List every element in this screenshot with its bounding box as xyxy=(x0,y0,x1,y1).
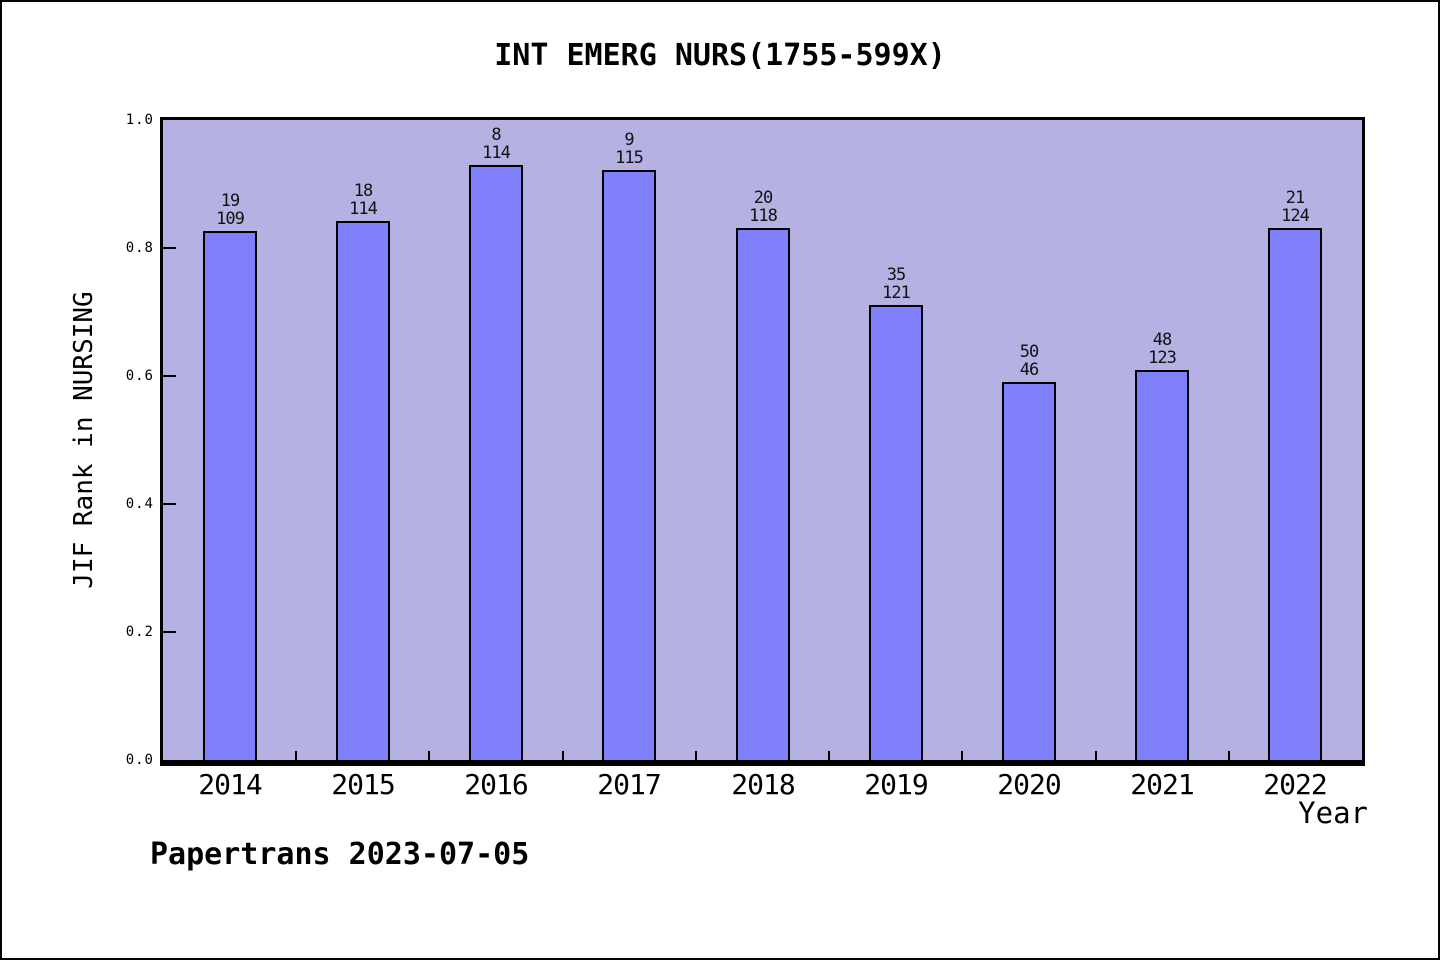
bar-2019 xyxy=(869,305,923,760)
bar-total-value: 114 xyxy=(349,199,378,219)
x-tick-label-2015: 2015 xyxy=(331,768,395,801)
bar-total-value: 46 xyxy=(1019,360,1039,380)
bar-value-label-2021: 48 123 xyxy=(1102,331,1222,367)
bar-value-label-2016: 8 114 xyxy=(436,126,556,162)
x-minor-tick xyxy=(295,751,297,760)
bar-value-label-2022: 21 124 xyxy=(1235,189,1355,225)
y-tick-line xyxy=(163,503,176,505)
y-axis-title: JIF Rank in NURSING xyxy=(69,291,99,589)
bar-rank-value: 8 xyxy=(491,125,501,145)
bar-total-value: 115 xyxy=(615,148,644,168)
chart-title: INT EMERG NURS(1755-599X) xyxy=(494,38,946,73)
bar-total-value: 124 xyxy=(1281,206,1310,226)
bar-2018 xyxy=(736,228,790,760)
bar-2015 xyxy=(336,221,390,760)
x-tick-label-2017: 2017 xyxy=(597,768,661,801)
y-tick-label-0.4: 0.4 xyxy=(125,496,154,512)
x-tick-label-2019: 2019 xyxy=(864,768,928,801)
x-minor-tick xyxy=(1095,751,1097,760)
bar-value-label-2020: 50 46 xyxy=(969,343,1089,379)
bar-total-value: 123 xyxy=(1148,348,1177,368)
bar-total-value: 118 xyxy=(749,206,778,226)
x-minor-tick xyxy=(428,751,430,760)
bar-rank-value: 48 xyxy=(1152,330,1172,350)
bar-rank-value: 20 xyxy=(753,188,773,208)
x-tick-label-2018: 2018 xyxy=(731,768,795,801)
footer-watermark: Papertrans 2023-07-05 xyxy=(150,837,530,872)
y-tick-label-0.8: 0.8 xyxy=(125,240,154,256)
x-minor-tick xyxy=(1228,751,1230,760)
bar-value-label-2019: 35 121 xyxy=(836,266,956,302)
bar-2016 xyxy=(469,165,523,760)
x-minor-tick xyxy=(828,751,830,760)
bar-2022 xyxy=(1268,228,1322,760)
x-tick-label-2014: 2014 xyxy=(198,768,262,801)
bar-2021 xyxy=(1135,370,1189,760)
bar-value-label-2014: 19 109 xyxy=(170,192,290,228)
x-axis-title: Year xyxy=(1298,796,1368,830)
bar-2020 xyxy=(1002,382,1056,760)
bar-total-value: 109 xyxy=(216,209,245,229)
bar-rank-value: 50 xyxy=(1019,342,1039,362)
y-tick-label-1.0: 1.0 xyxy=(125,112,154,128)
bar-value-label-2017: 9 115 xyxy=(569,131,689,167)
y-tick-line xyxy=(163,375,176,377)
y-tick-line xyxy=(163,247,176,249)
bar-2017 xyxy=(602,170,656,760)
bar-rank-value: 21 xyxy=(1285,188,1305,208)
x-minor-tick xyxy=(695,751,697,760)
bar-rank-value: 19 xyxy=(220,191,240,211)
bar-2014 xyxy=(203,231,257,760)
bar-rank-value: 35 xyxy=(886,265,906,285)
y-tick-line xyxy=(163,631,176,633)
x-tick-label-2020: 2020 xyxy=(997,768,1061,801)
x-tick-label-2022: 2022 xyxy=(1263,768,1327,801)
bar-rank-value: 18 xyxy=(353,181,373,201)
x-minor-tick xyxy=(961,751,963,760)
bar-rank-value: 9 xyxy=(624,130,634,150)
y-tick-label-0.2: 0.2 xyxy=(125,624,154,640)
plot-inner: 19 109 18 114 8 114 9 115 20 118 35 121 50 46 48 123 21 1… xyxy=(163,120,1362,760)
x-tick-label-2021: 2021 xyxy=(1130,768,1194,801)
bar-total-value: 114 xyxy=(482,143,511,163)
x-minor-tick xyxy=(562,751,564,760)
plot-area: 19 109 18 114 8 114 9 115 20 118 35 121 50 46 48 123 21 1… xyxy=(160,117,1365,766)
y-tick-label-0.6: 0.6 xyxy=(125,368,154,384)
bar-total-value: 121 xyxy=(882,283,911,303)
bar-value-label-2018: 20 118 xyxy=(703,189,823,225)
x-tick-label-2016: 2016 xyxy=(464,768,528,801)
bar-value-label-2015: 18 114 xyxy=(303,182,423,218)
y-tick-label-0.0: 0.0 xyxy=(125,752,154,768)
